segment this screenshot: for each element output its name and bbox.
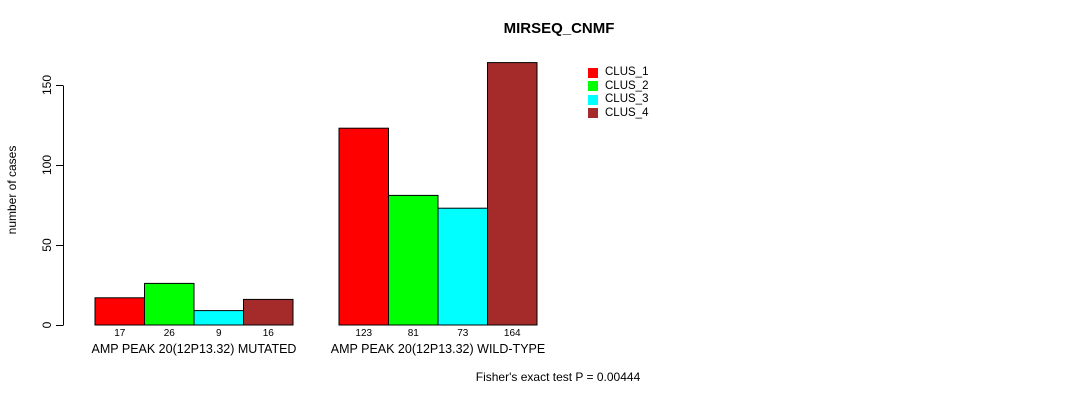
legend-swatch-icon [588,67,598,78]
y-axis-tick-label: 150 [40,75,54,95]
legend-label: CLUS_2 [605,79,649,92]
fisher-test-annotation: Fisher's exact test P = 0.00444 [475,370,641,384]
legend-item-clus_1: CLUS_1 [588,66,648,80]
y-axis-tick-label: 100 [40,155,54,175]
legend-swatch-icon [588,108,598,119]
bar-value-label: 26 [164,328,176,339]
legend: CLUS_1 CLUS_2 CLUS_3 CLUS_4 [588,66,648,120]
legend-label: CLUS_4 [605,106,649,119]
bar-clus_2-group2 [388,194,439,326]
bar-value-label: 164 [504,328,521,339]
legend-item-clus_2: CLUS_2 [588,80,648,94]
category-label: AMP PEAK 20(12P13.32) MUTATED [92,342,297,356]
legend-label: CLUS_1 [605,66,649,78]
legend-label: CLUS_3 [605,93,649,105]
bar-value-label: 17 [114,328,126,339]
bar-clus_4-group2 [487,62,538,326]
bar-value-label: 9 [216,328,222,339]
bar-clus_1-group1 [94,297,145,326]
bar-clus_3-group1 [193,310,244,326]
legend-swatch-icon [588,81,598,92]
chart-title: MIRSEQ_CNMF [503,20,615,37]
legend-item-clus_4: CLUS_4 [588,107,648,121]
y-axis-tick-label: 0 [40,321,54,328]
bar-clus_1-group2 [338,127,389,326]
bar-clus_4-group1 [243,298,294,326]
bar-value-label: 73 [457,328,469,339]
category-label: AMP PEAK 20(12P13.32) WILD-TYPE [331,342,545,356]
bar-clus_3-group2 [437,207,488,326]
legend-swatch-icon [588,94,598,105]
y-axis-tick-label: 50 [40,238,54,252]
bar-value-label: 81 [408,328,420,339]
bar-value-label: 16 [263,328,275,339]
bar-clus_2-group1 [144,282,195,326]
bar-value-label: 123 [355,328,372,339]
legend-item-clus_3: CLUS_3 [588,93,648,107]
